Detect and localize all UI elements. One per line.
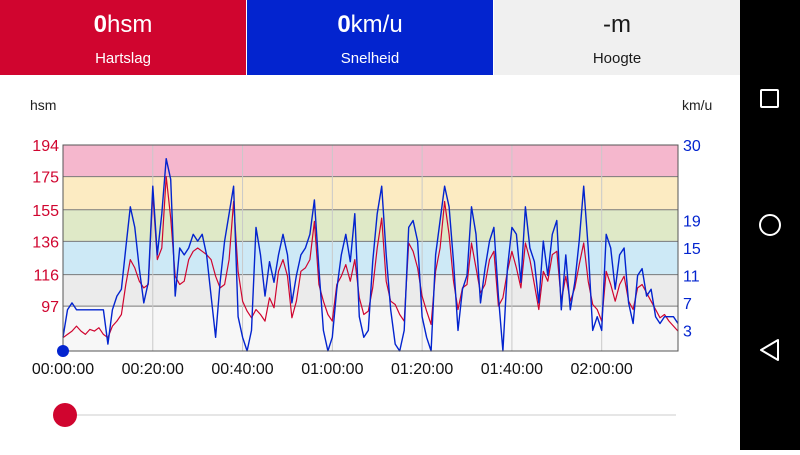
right-axis-ticks: 3 7 11 15 19 30 xyxy=(683,138,701,340)
altitude-label: Hoogte xyxy=(592,50,642,67)
heart-rate-unit: hsm xyxy=(107,11,153,38)
time-axis-ticks: 00:00:00 00:20:00 00:40:00 01:00:00 01:20:00… xyxy=(32,361,633,378)
zone-band xyxy=(63,145,678,177)
left-tick-label: 116 xyxy=(33,268,59,285)
speed-number: 0 xyxy=(337,11,351,38)
speed-unit: km/u xyxy=(350,11,403,38)
right-axis-unit: km/u xyxy=(682,97,713,113)
right-tick-label: 15 xyxy=(683,241,701,258)
right-tick-label: 11 xyxy=(683,268,700,285)
workout-chart-screen: 0hsm Hartslag 0km/u Snelheid -m Hoogte h… xyxy=(0,0,740,450)
right-tick-label: 30 xyxy=(683,138,701,155)
left-tick-label: 175 xyxy=(32,170,59,187)
time-tick-label: 00:40:00 xyxy=(211,361,273,378)
right-tick-label: 7 xyxy=(683,296,692,313)
playback-slider-thumb[interactable] xyxy=(53,403,77,427)
chart-cursor-marker[interactable] xyxy=(57,345,69,357)
right-tick-label: 3 xyxy=(683,323,692,340)
plot-frame xyxy=(62,144,679,352)
android-nav-bar xyxy=(740,0,800,450)
heart-rate-number: 0 xyxy=(93,11,107,38)
zone-band xyxy=(63,209,678,242)
circle-home-icon[interactable] xyxy=(759,214,781,236)
right-tick-label: 19 xyxy=(683,214,701,231)
left-tick-label: 97 xyxy=(41,299,59,316)
left-axis-ticks: 97 116 136 155 175 194 xyxy=(32,138,59,316)
left-tick-label: 136 xyxy=(32,234,59,251)
heart-rate-label: Hartslag xyxy=(95,50,151,67)
speed-tile: 0km/u Snelheid xyxy=(247,0,493,75)
zone-band xyxy=(63,241,678,275)
left-tick-label: 194 xyxy=(32,138,59,155)
time-tick-label: 00:20:00 xyxy=(122,361,184,378)
heart-rate-value: 0hsm xyxy=(0,11,246,39)
time-tick-label: 01:00:00 xyxy=(301,361,363,378)
altitude-tile: -m Hoogte xyxy=(494,0,740,75)
altitude-value: -m xyxy=(603,11,631,38)
speed-value: 0km/u xyxy=(247,11,493,39)
square-recents-icon[interactable] xyxy=(760,89,779,108)
speed-label: Snelheid xyxy=(340,50,400,67)
chart-series xyxy=(62,157,679,352)
time-tick-label: 00:00:00 xyxy=(32,361,94,378)
time-tick-label: 01:40:00 xyxy=(481,361,543,378)
left-tick-label: 155 xyxy=(32,203,59,220)
triangle-back-icon[interactable] xyxy=(760,339,779,361)
time-tick-label: 02:00:00 xyxy=(571,361,633,378)
zone-band xyxy=(63,306,678,351)
speed-line xyxy=(62,157,679,352)
left-axis-unit: hsm xyxy=(30,97,57,113)
heart-rate-zones xyxy=(63,145,678,351)
time-tick-label: 01:20:00 xyxy=(391,361,453,378)
heart-rate-tile: 0hsm Hartslag xyxy=(0,0,246,75)
